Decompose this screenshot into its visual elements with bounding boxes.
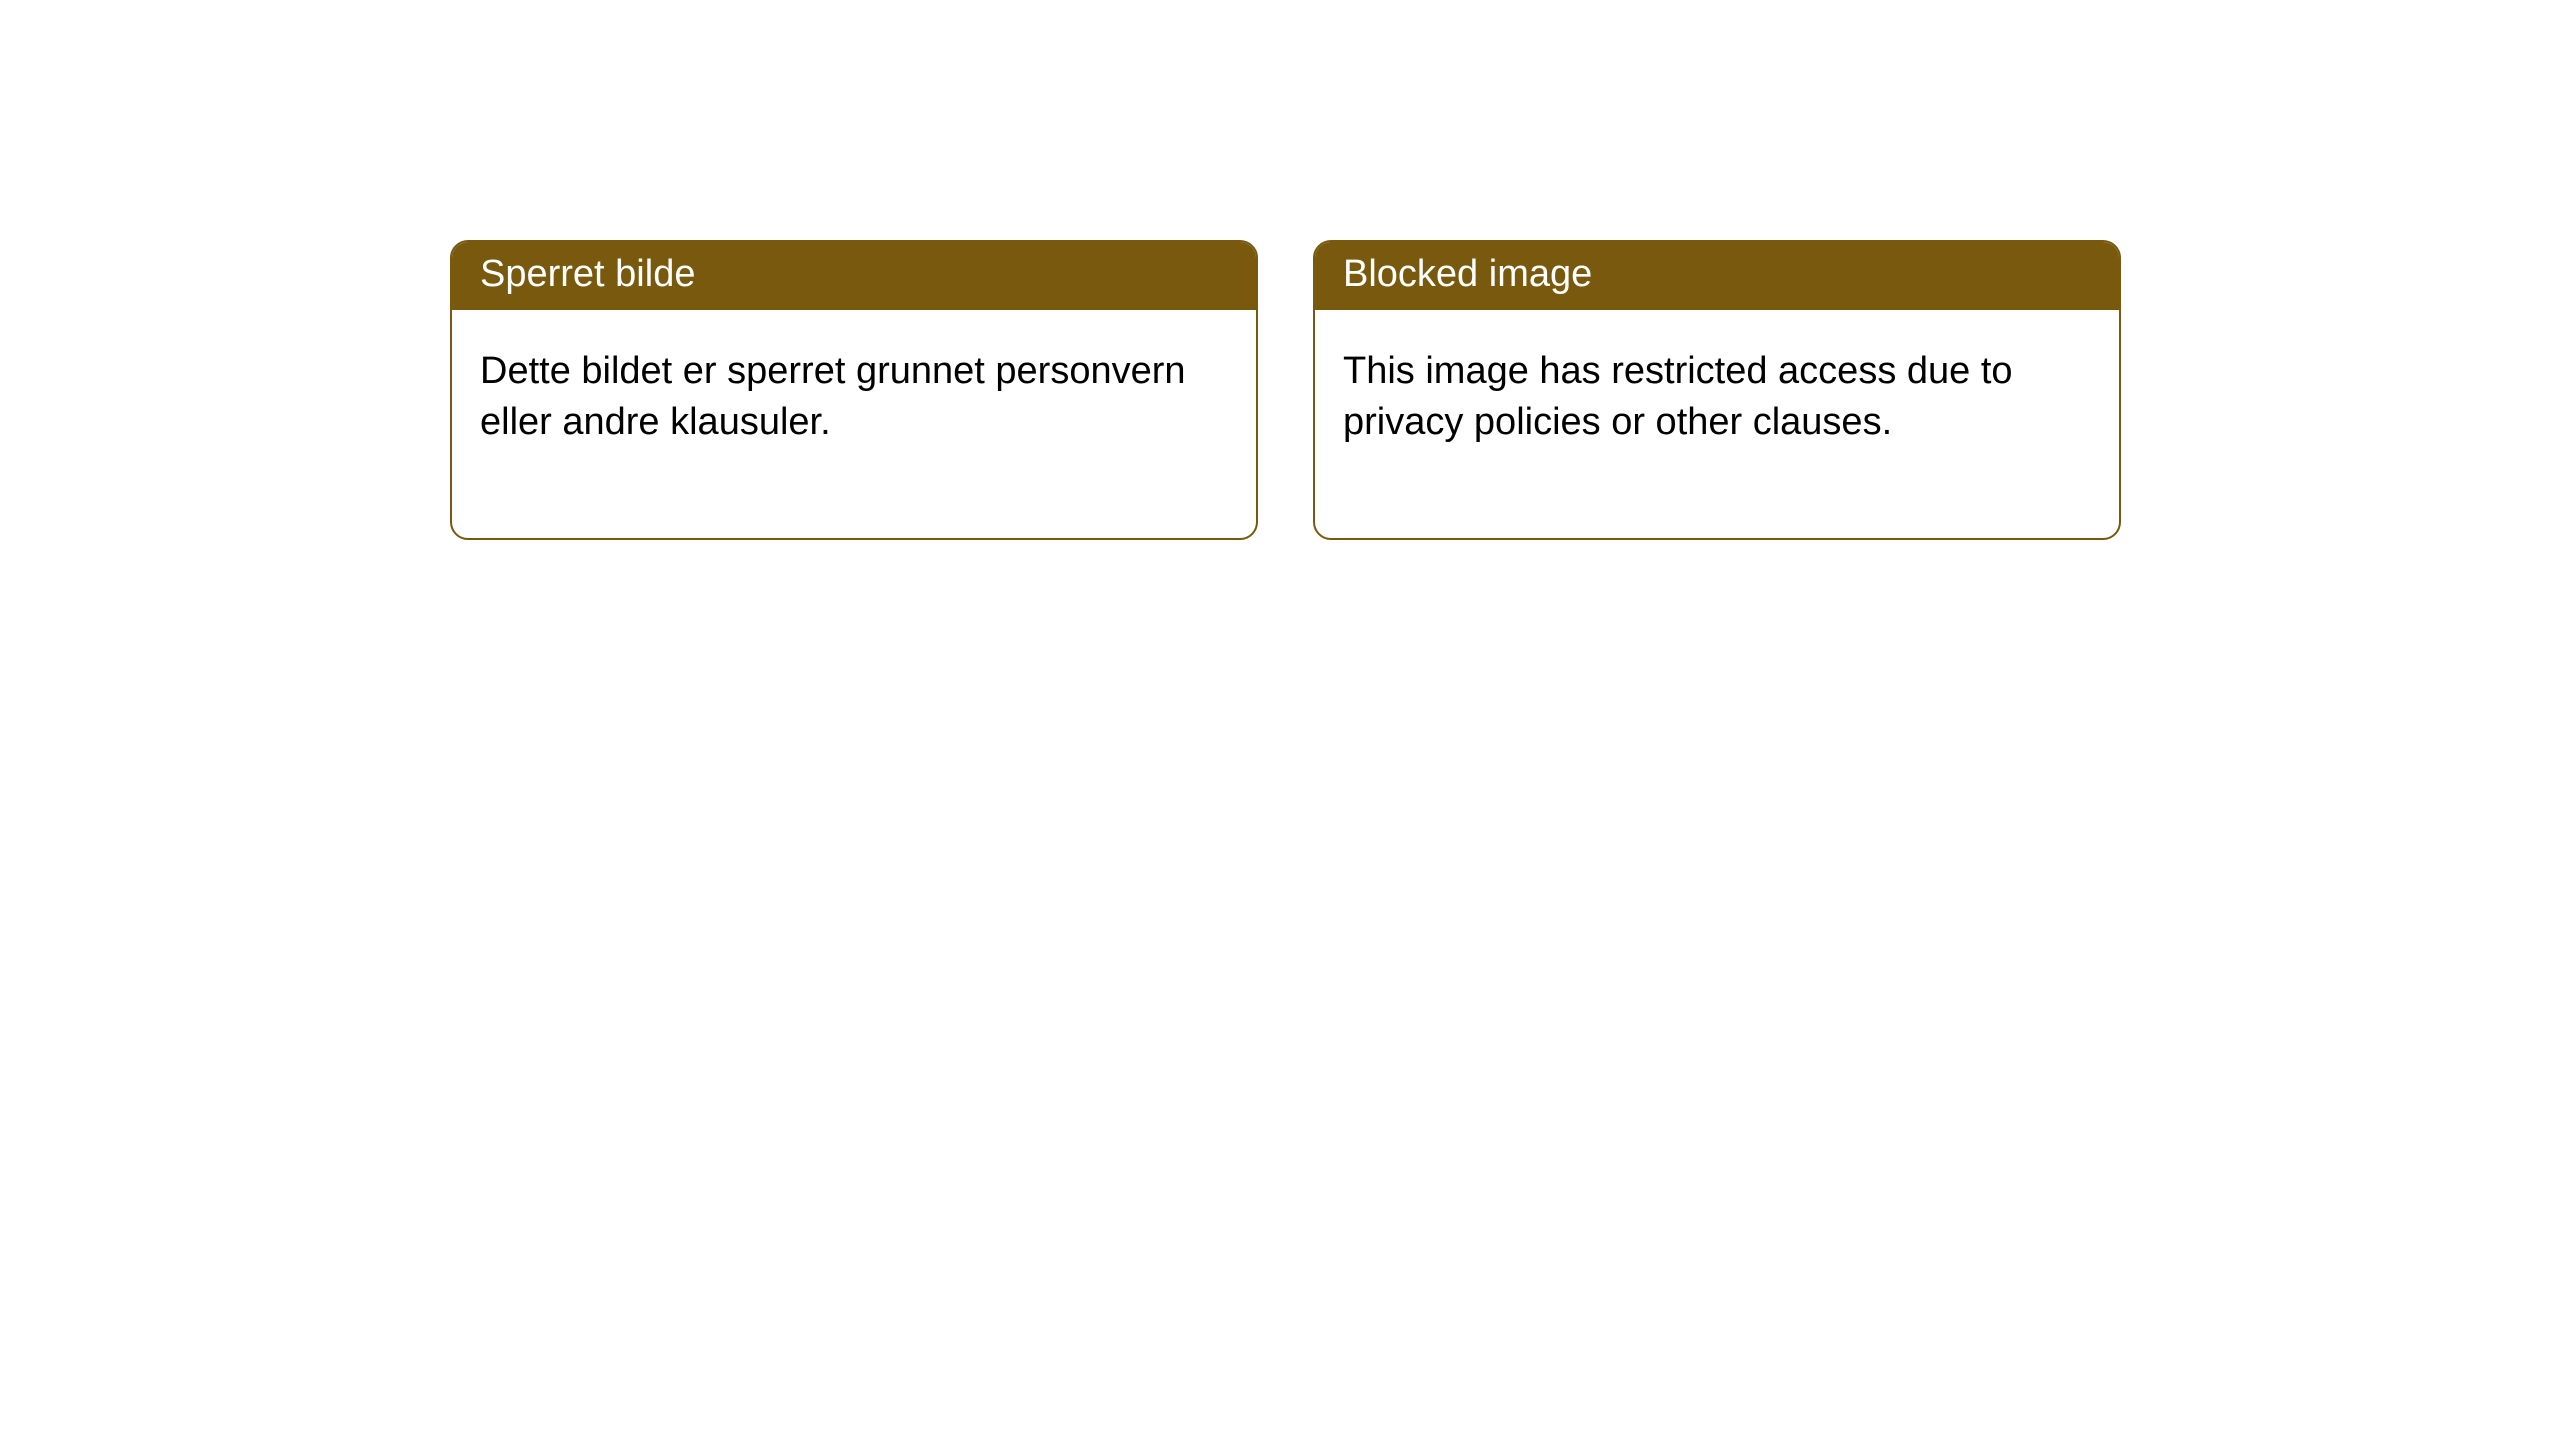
notice-body: Dette bildet er sperret grunnet personve…: [452, 310, 1256, 539]
notice-title: Blocked image: [1315, 242, 2119, 310]
notice-body: This image has restricted access due to …: [1315, 310, 2119, 539]
notice-box-english: Blocked image This image has restricted …: [1313, 240, 2121, 540]
notice-box-norwegian: Sperret bilde Dette bildet er sperret gr…: [450, 240, 1258, 540]
notice-container: Sperret bilde Dette bildet er sperret gr…: [0, 0, 2560, 540]
notice-title: Sperret bilde: [452, 242, 1256, 310]
